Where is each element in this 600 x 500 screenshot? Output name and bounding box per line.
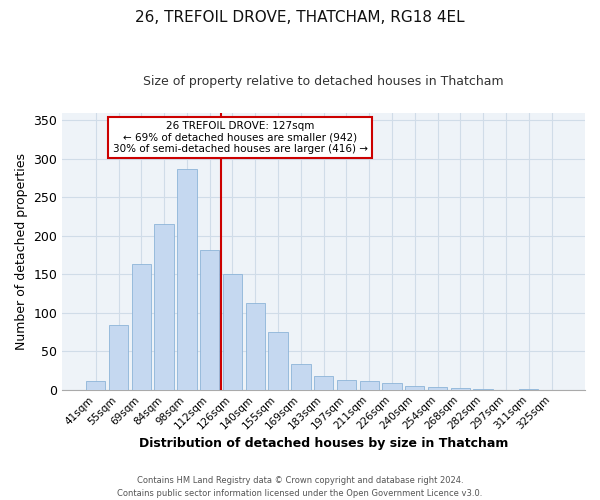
Bar: [131, 264, 151, 390]
Bar: [245, 303, 265, 390]
Bar: [109, 325, 128, 390]
Text: 26, TREFOIL DROVE, THATCHAM, RG18 4EL: 26, TREFOIL DROVE, THATCHAM, RG18 4EL: [135, 10, 465, 25]
Bar: [291, 364, 311, 390]
X-axis label: Distribution of detached houses by size in Thatcham: Distribution of detached houses by size …: [139, 437, 508, 450]
Bar: [314, 376, 334, 390]
Bar: [154, 224, 174, 390]
Bar: [451, 388, 470, 390]
Bar: [268, 332, 288, 390]
Bar: [337, 380, 356, 390]
Bar: [405, 386, 424, 390]
Bar: [86, 382, 106, 390]
Bar: [200, 250, 220, 390]
Bar: [519, 389, 538, 390]
Y-axis label: Number of detached properties: Number of detached properties: [15, 153, 28, 350]
Bar: [428, 388, 447, 390]
Bar: [382, 383, 402, 390]
Text: Contains HM Land Registry data © Crown copyright and database right 2024.
Contai: Contains HM Land Registry data © Crown c…: [118, 476, 482, 498]
Bar: [473, 389, 493, 390]
Title: Size of property relative to detached houses in Thatcham: Size of property relative to detached ho…: [143, 75, 504, 88]
Bar: [359, 382, 379, 390]
Text: 26 TREFOIL DROVE: 127sqm
← 69% of detached houses are smaller (942)
30% of semi-: 26 TREFOIL DROVE: 127sqm ← 69% of detach…: [113, 121, 368, 154]
Bar: [177, 169, 197, 390]
Bar: [223, 274, 242, 390]
